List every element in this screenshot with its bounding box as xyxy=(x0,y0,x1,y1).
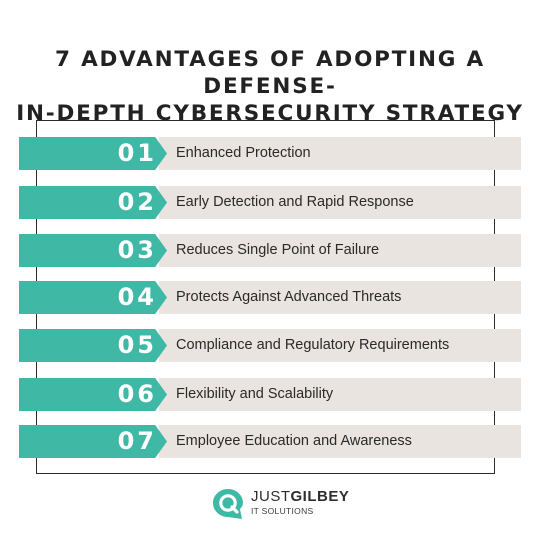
number-tab xyxy=(19,425,167,458)
title-line-1: 7 ADVANTAGES OF ADOPTING A DEFENSE- xyxy=(55,47,485,99)
item-number: 03 xyxy=(117,236,157,264)
speech-bubble-logo-icon xyxy=(213,489,243,519)
list-item: 04 Protects Against Advanced Threats xyxy=(19,281,521,314)
number-tab xyxy=(19,137,167,170)
number-tab xyxy=(19,378,167,411)
number-tab xyxy=(19,186,167,219)
item-number: 06 xyxy=(117,380,157,408)
item-number: 02 xyxy=(117,188,157,216)
item-number: 01 xyxy=(117,139,157,167)
list-item: 01 Enhanced Protection xyxy=(19,137,521,170)
item-label: Protects Against Advanced Threats xyxy=(176,289,402,305)
list-item: 02 Early Detection and Rapid Response xyxy=(19,186,521,219)
brand-just: JUST xyxy=(251,488,291,505)
brand-name: JUSTGILBEY xyxy=(251,489,349,505)
number-tab xyxy=(19,329,167,362)
list-item: 07 Employee Education and Awareness xyxy=(19,425,521,458)
number-tab xyxy=(19,281,167,314)
list-item: 05 Compliance and Regulatory Requirement… xyxy=(19,329,521,362)
company-logo: JUSTGILBEY IT SOLUTIONS xyxy=(211,486,349,522)
item-bar xyxy=(159,234,521,267)
number-tab xyxy=(19,234,167,267)
item-number: 05 xyxy=(117,331,157,359)
item-bar xyxy=(159,281,521,314)
item-bar xyxy=(159,378,521,411)
title-line-2: IN-DEPTH CYBERSECURITY STRATEGY xyxy=(16,101,524,126)
brand-gilbey: GILBEY xyxy=(290,488,350,505)
item-bar xyxy=(159,329,521,362)
item-label: Early Detection and Rapid Response xyxy=(176,194,414,210)
item-label: Enhanced Protection xyxy=(176,145,311,161)
item-label: Reduces Single Point of Failure xyxy=(176,242,380,258)
page-title: 7 ADVANTAGES OF ADOPTING A DEFENSE- IN-D… xyxy=(0,46,540,127)
list-item: 03 Reduces Single Point of Failure xyxy=(19,234,521,267)
item-label: Employee Education and Awareness xyxy=(176,433,412,449)
item-bar xyxy=(159,186,521,219)
item-bar xyxy=(159,137,521,170)
item-number: 04 xyxy=(117,283,157,311)
brand-tagline: IT SOLUTIONS xyxy=(251,506,314,516)
item-label: Flexibility and Scalability xyxy=(176,386,334,402)
item-bar xyxy=(159,425,521,458)
list-item: 06 Flexibility and Scalability xyxy=(19,378,521,411)
item-label: Compliance and Regulatory Requirements xyxy=(176,337,450,353)
item-number: 07 xyxy=(117,427,157,455)
